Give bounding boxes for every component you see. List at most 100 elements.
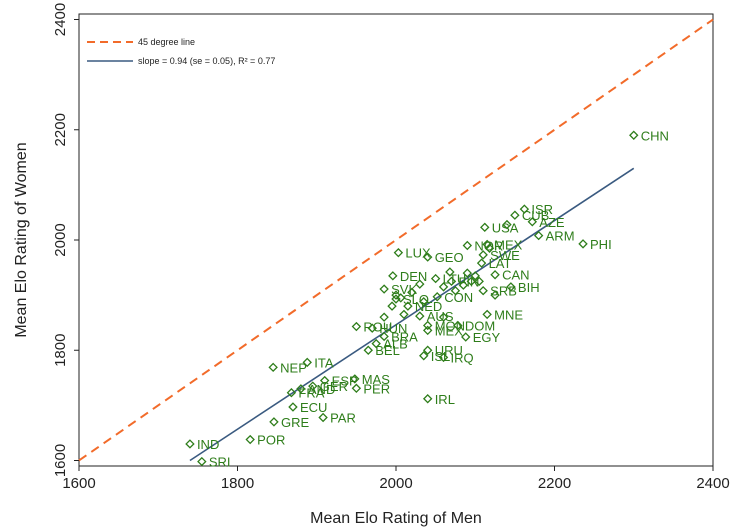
data-point-label: MEX [494, 237, 523, 252]
data-point-marker [296, 384, 306, 394]
data-point-label: PHI [590, 237, 612, 252]
data-point-marker [415, 311, 425, 321]
data-point-marker [388, 271, 398, 281]
data-point-marker [474, 276, 484, 287]
data-point-marker [578, 239, 588, 249]
data-point-label: LAT [489, 256, 512, 271]
data-point-label: MAS [362, 372, 391, 387]
data-point-label: BEL [375, 343, 400, 358]
data-point-marker [462, 268, 473, 278]
data-point-label: MEX [435, 323, 464, 338]
data-point-label: PER [363, 381, 390, 396]
y-tick-label: 2200 [52, 113, 69, 146]
data-point-marker [462, 240, 473, 251]
data-point-label: NEP [280, 360, 307, 375]
x-tick-label: 2000 [379, 475, 412, 492]
data-point-label: BIH [518, 280, 540, 295]
data-point-marker [438, 282, 449, 292]
data-point-marker [482, 239, 492, 250]
data-point-marker [379, 284, 389, 294]
y-tick-label: 1800 [52, 334, 69, 367]
data-point-marker [506, 282, 516, 292]
data-point-label: ARM [546, 229, 575, 244]
data-point-marker [446, 276, 457, 287]
data-point-label: SRI [209, 455, 231, 470]
data-point-marker [393, 247, 404, 258]
data-point-marker [445, 267, 455, 277]
data-point-marker [422, 320, 433, 331]
data-point-label: MNE [494, 307, 523, 322]
data-point-marker [502, 219, 512, 230]
data-point-label: ALB [383, 337, 408, 352]
data-point-marker [422, 394, 433, 404]
fit-line [189, 167, 635, 462]
data-point-marker [482, 309, 492, 320]
data-point-marker [478, 250, 488, 260]
data-point-label: FRA [298, 386, 324, 401]
data-point-marker [379, 312, 389, 322]
data-point-label: BRA [391, 329, 418, 344]
data-point-marker [450, 285, 461, 296]
data-point-label: FIN [458, 274, 479, 289]
x-tick-label: 2400 [696, 475, 729, 492]
data-point-marker [422, 325, 433, 336]
data-point-label: SRB [490, 284, 517, 299]
data-point-marker [476, 258, 487, 268]
data-point-label: CHN [641, 128, 669, 143]
y-axis-title: Mean Elo Rating of Women [13, 142, 30, 337]
y-tick-label: 1600 [52, 444, 69, 477]
data-point-marker [308, 381, 318, 391]
data-point-marker [403, 301, 413, 311]
legend-label: slope = 0.94 (se = 0.05), R² = 0.77 [138, 56, 275, 66]
lines [78, 18, 714, 462]
data-point-label: ISR [531, 202, 553, 217]
data-point-marker [466, 276, 477, 287]
data-point-marker [288, 402, 298, 412]
data-point-marker [438, 352, 449, 363]
legend-label: 45 degree line [138, 37, 195, 47]
data-point-label: ECU [300, 400, 327, 415]
data-point-label: DOM [465, 318, 495, 333]
data-point-marker [415, 279, 425, 289]
data-point-marker [519, 204, 530, 214]
data-point-marker [268, 362, 278, 373]
data-point-label: URU [435, 343, 463, 358]
plot-area [78, 13, 714, 467]
data-point-label: IRQ [451, 350, 474, 365]
data-point-marker [419, 297, 429, 307]
data-point-marker [458, 280, 469, 290]
data-point-marker [490, 270, 500, 280]
data-point-marker [351, 321, 362, 332]
data-point-label: SWE [490, 248, 520, 263]
data-point-label: IRL [435, 392, 455, 407]
data-point-marker [527, 217, 538, 227]
data-point-marker [461, 332, 471, 342]
data-point-marker [318, 412, 328, 423]
data-point-marker [286, 387, 297, 398]
data-point-marker [350, 374, 360, 384]
data-point-marker [484, 243, 495, 253]
y-tick-label: 2000 [52, 223, 69, 256]
data-point-marker [430, 273, 441, 284]
data-point-label: AZE [539, 215, 565, 230]
data-point-marker [510, 210, 520, 220]
data-point-marker [422, 345, 433, 355]
data-point-label: CON [444, 290, 473, 305]
data-point-marker [422, 252, 433, 262]
data-point-label: GRE [281, 415, 310, 430]
x-tick-label: 1600 [62, 475, 95, 492]
data-point-marker [367, 323, 377, 333]
data-point-label: IND [197, 437, 219, 452]
data-point-label: POR [257, 433, 285, 448]
data-point-marker [363, 345, 373, 355]
data-point-marker [387, 301, 397, 311]
data-point-marker [629, 130, 639, 140]
data-point-label: AND [308, 382, 335, 397]
data-point-marker [533, 230, 544, 241]
data-point-marker [407, 287, 417, 298]
data-point-marker [197, 456, 207, 467]
data-point-marker [480, 222, 490, 233]
y-tick-label: 2400 [52, 3, 69, 36]
data-point-marker [185, 439, 195, 449]
